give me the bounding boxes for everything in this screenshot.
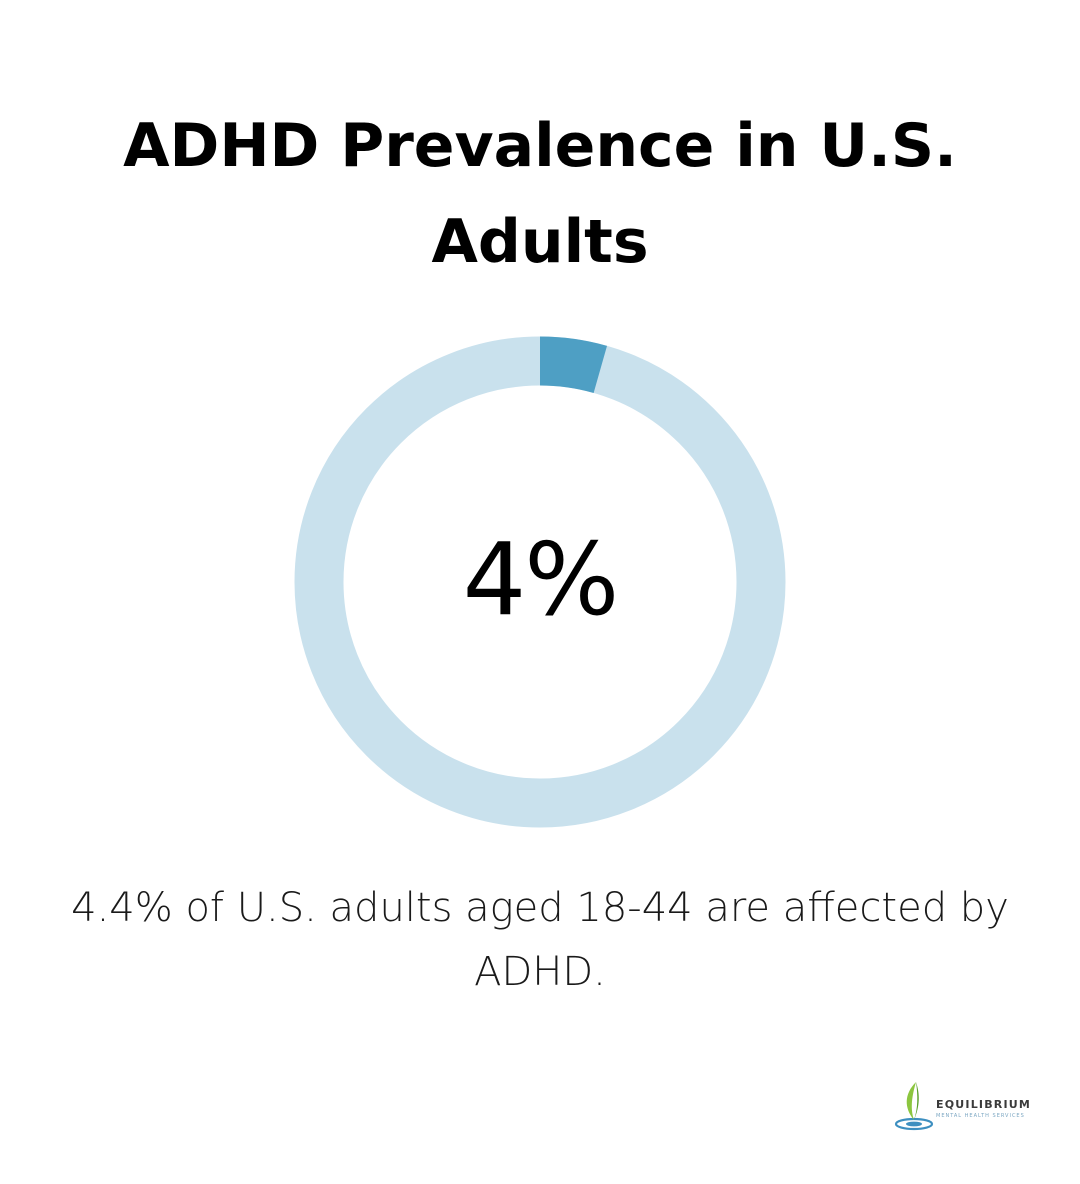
- center-value: 4%: [462, 521, 620, 638]
- donut-slice-adhd: [539, 336, 608, 394]
- logo-name: EQUILIBRIUM: [936, 1098, 1032, 1111]
- logo-tagline: MENTAL HEALTH SERVICES: [936, 1113, 1025, 1119]
- chart-title: ADHD Prevalence in U.S. Adults: [123, 111, 957, 277]
- leaf-drop-icon: [894, 1082, 934, 1131]
- equilibrium-logo: EQUILIBRIUM MENTAL HEALTH SERVICES: [894, 1078, 1034, 1132]
- caption-text: 4.4% of U.S. adults aged 18-44 are affec…: [71, 885, 1009, 995]
